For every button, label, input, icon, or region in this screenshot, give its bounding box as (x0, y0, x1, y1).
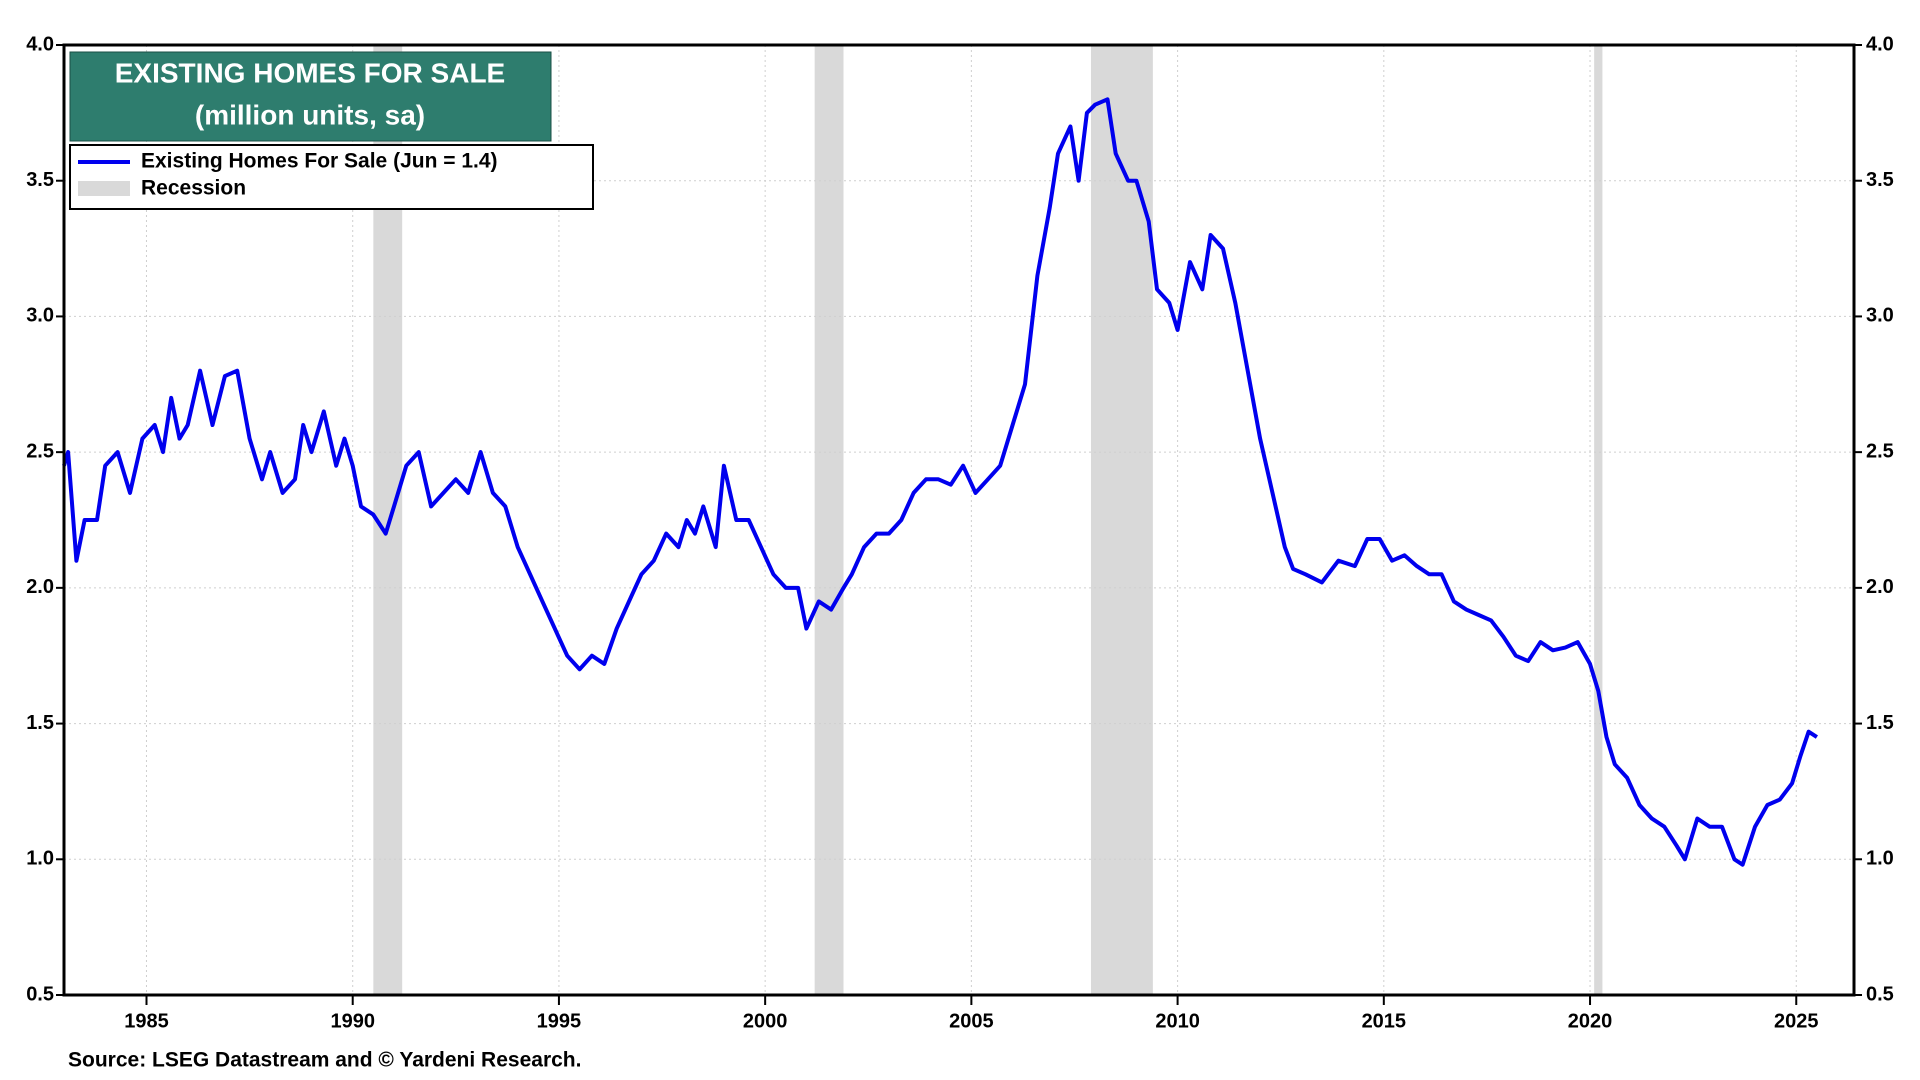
y2-tick-label: 0.5 (1866, 983, 1894, 1005)
x-tick-label: 2005 (949, 1010, 994, 1032)
y-tick-label: 1.0 (26, 848, 54, 870)
recession-band (1090, 45, 1153, 995)
x-tick-label: 1995 (537, 1010, 582, 1032)
y-tick-label: 2.5 (26, 440, 54, 462)
y-tick-label: 0.5 (26, 983, 54, 1005)
chart-subtitle: (million units, sa) (195, 99, 425, 130)
recession-band (1594, 45, 1603, 995)
y-tick-label: 4.0 (26, 33, 54, 55)
legend: Existing Homes For Sale (Jun = 1.4) Reces… (69, 144, 594, 210)
y2-tick-label: 3.0 (1866, 305, 1894, 327)
title-box (69, 51, 552, 142)
x-tick-label: 1990 (330, 1010, 375, 1032)
legend-box (69, 144, 594, 210)
x-tick-label: 2025 (1774, 1010, 1819, 1032)
x-tick-label: 2020 (1568, 1010, 1613, 1032)
x-tick-label: 1985 (124, 1010, 169, 1032)
y-tick-label: 1.5 (26, 712, 54, 734)
plot-layer: 0.5 0.5 1.0 1.0 1.5 1.5 2.0 2.0 2.5 2.5 3.0 3.0 3.5 3… (26, 33, 1894, 1032)
y2-tick-label: 1.0 (1866, 848, 1894, 870)
y2-tick-label: 2.0 (1866, 576, 1894, 598)
series-line (62, 97, 1818, 867)
source-note: Source: LSEG Datastream and © Yardeni Re… (68, 1049, 581, 1072)
y2-tick-label: 2.5 (1866, 440, 1894, 462)
x-tick-label: 2015 (1362, 1010, 1407, 1032)
chart-title: EXISTING HOMES FOR SALE (115, 57, 505, 88)
x-tick-label: 2010 (1155, 1010, 1200, 1032)
y-tick-label: 3.5 (26, 169, 54, 191)
y2-tick-label: 3.5 (1866, 169, 1894, 191)
y2-tick-label: 4.0 (1866, 33, 1894, 55)
recession-band (814, 45, 844, 995)
y-tick-label: 2.0 (26, 576, 54, 598)
legend-label: Recession (141, 177, 246, 200)
legend-label: Existing Homes For Sale (Jun = 1.4) (141, 150, 498, 173)
y2-tick-label: 1.5 (1866, 712, 1894, 734)
legend-swatch (78, 181, 130, 196)
plot-frame (62, 43, 1856, 997)
y-tick-label: 3.0 (26, 305, 54, 327)
x-tick-label: 2000 (743, 1010, 788, 1032)
